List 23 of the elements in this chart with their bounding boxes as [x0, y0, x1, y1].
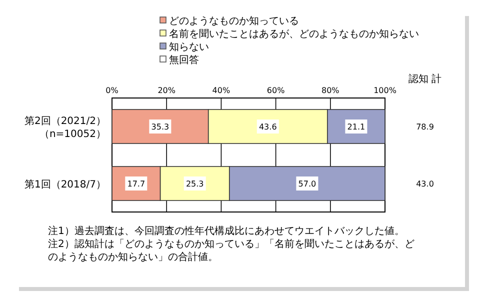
- text: 注1）過去調査は、今回調査の性年代構成比にあわせてウエイトバックした値。: [48, 225, 404, 237]
- legend-label: 名前を聞いたことはあるが、どのようなものか知らない: [169, 28, 419, 40]
- text: 注2）認知計は「どのようなものか知っている」「名前を聞いたことはあるが、どのようなものか知らない」の合計値。: [48, 238, 414, 263]
- text: 78.9: [416, 122, 434, 132]
- y-tick-label: 第2回（2021/2）（n=10052）: [24, 115, 106, 140]
- x-tick-label: 0%: [106, 86, 119, 95]
- legend-label: 無回答: [169, 54, 199, 66]
- data-label: 21.1: [347, 122, 366, 132]
- data-label: 35.3: [151, 122, 170, 132]
- x-tick-label: 40%: [212, 86, 230, 95]
- text: 43.0: [416, 180, 434, 188]
- data-label: 17.7: [127, 180, 146, 188]
- legend-label: どのようなものか知っている: [169, 15, 299, 27]
- text: 認知 計: [408, 73, 442, 85]
- legend-label: 知らない: [169, 41, 209, 53]
- data-label: 43.6: [258, 122, 277, 132]
- data-label: 57.0: [298, 180, 316, 188]
- data-label: 25.3: [186, 180, 204, 188]
- x-tick-label: 100%: [374, 86, 397, 95]
- x-tick-label: 60%: [266, 86, 286, 95]
- y-tick-label: 第1回（2018/7）: [24, 178, 106, 190]
- x-tick-label: 80%: [322, 86, 340, 95]
- x-tick-label: 20%: [158, 86, 176, 95]
